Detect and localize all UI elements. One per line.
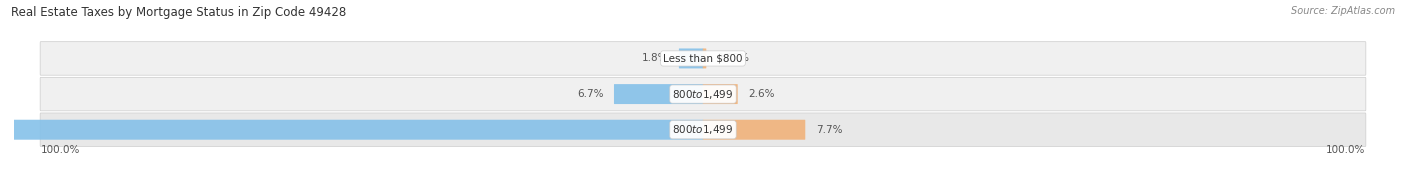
Text: 0.23%: 0.23% xyxy=(717,54,749,64)
FancyBboxPatch shape xyxy=(679,48,703,68)
Text: 100.0%: 100.0% xyxy=(41,145,80,155)
Text: 2.6%: 2.6% xyxy=(748,89,775,99)
FancyBboxPatch shape xyxy=(41,77,1365,111)
FancyBboxPatch shape xyxy=(703,120,806,140)
Text: 100.0%: 100.0% xyxy=(1326,145,1365,155)
FancyBboxPatch shape xyxy=(703,48,706,68)
FancyBboxPatch shape xyxy=(0,120,703,140)
Text: 7.7%: 7.7% xyxy=(815,125,842,135)
Text: Source: ZipAtlas.com: Source: ZipAtlas.com xyxy=(1291,6,1395,16)
Text: $800 to $1,499: $800 to $1,499 xyxy=(672,88,734,101)
Text: Real Estate Taxes by Mortgage Status in Zip Code 49428: Real Estate Taxes by Mortgage Status in … xyxy=(11,6,346,19)
FancyBboxPatch shape xyxy=(41,113,1365,146)
FancyBboxPatch shape xyxy=(703,84,738,104)
Text: 6.7%: 6.7% xyxy=(576,89,603,99)
Text: Less than $800: Less than $800 xyxy=(664,54,742,64)
Text: $800 to $1,499: $800 to $1,499 xyxy=(672,123,734,136)
FancyBboxPatch shape xyxy=(41,42,1365,75)
Text: 1.8%: 1.8% xyxy=(643,54,669,64)
FancyBboxPatch shape xyxy=(614,84,703,104)
